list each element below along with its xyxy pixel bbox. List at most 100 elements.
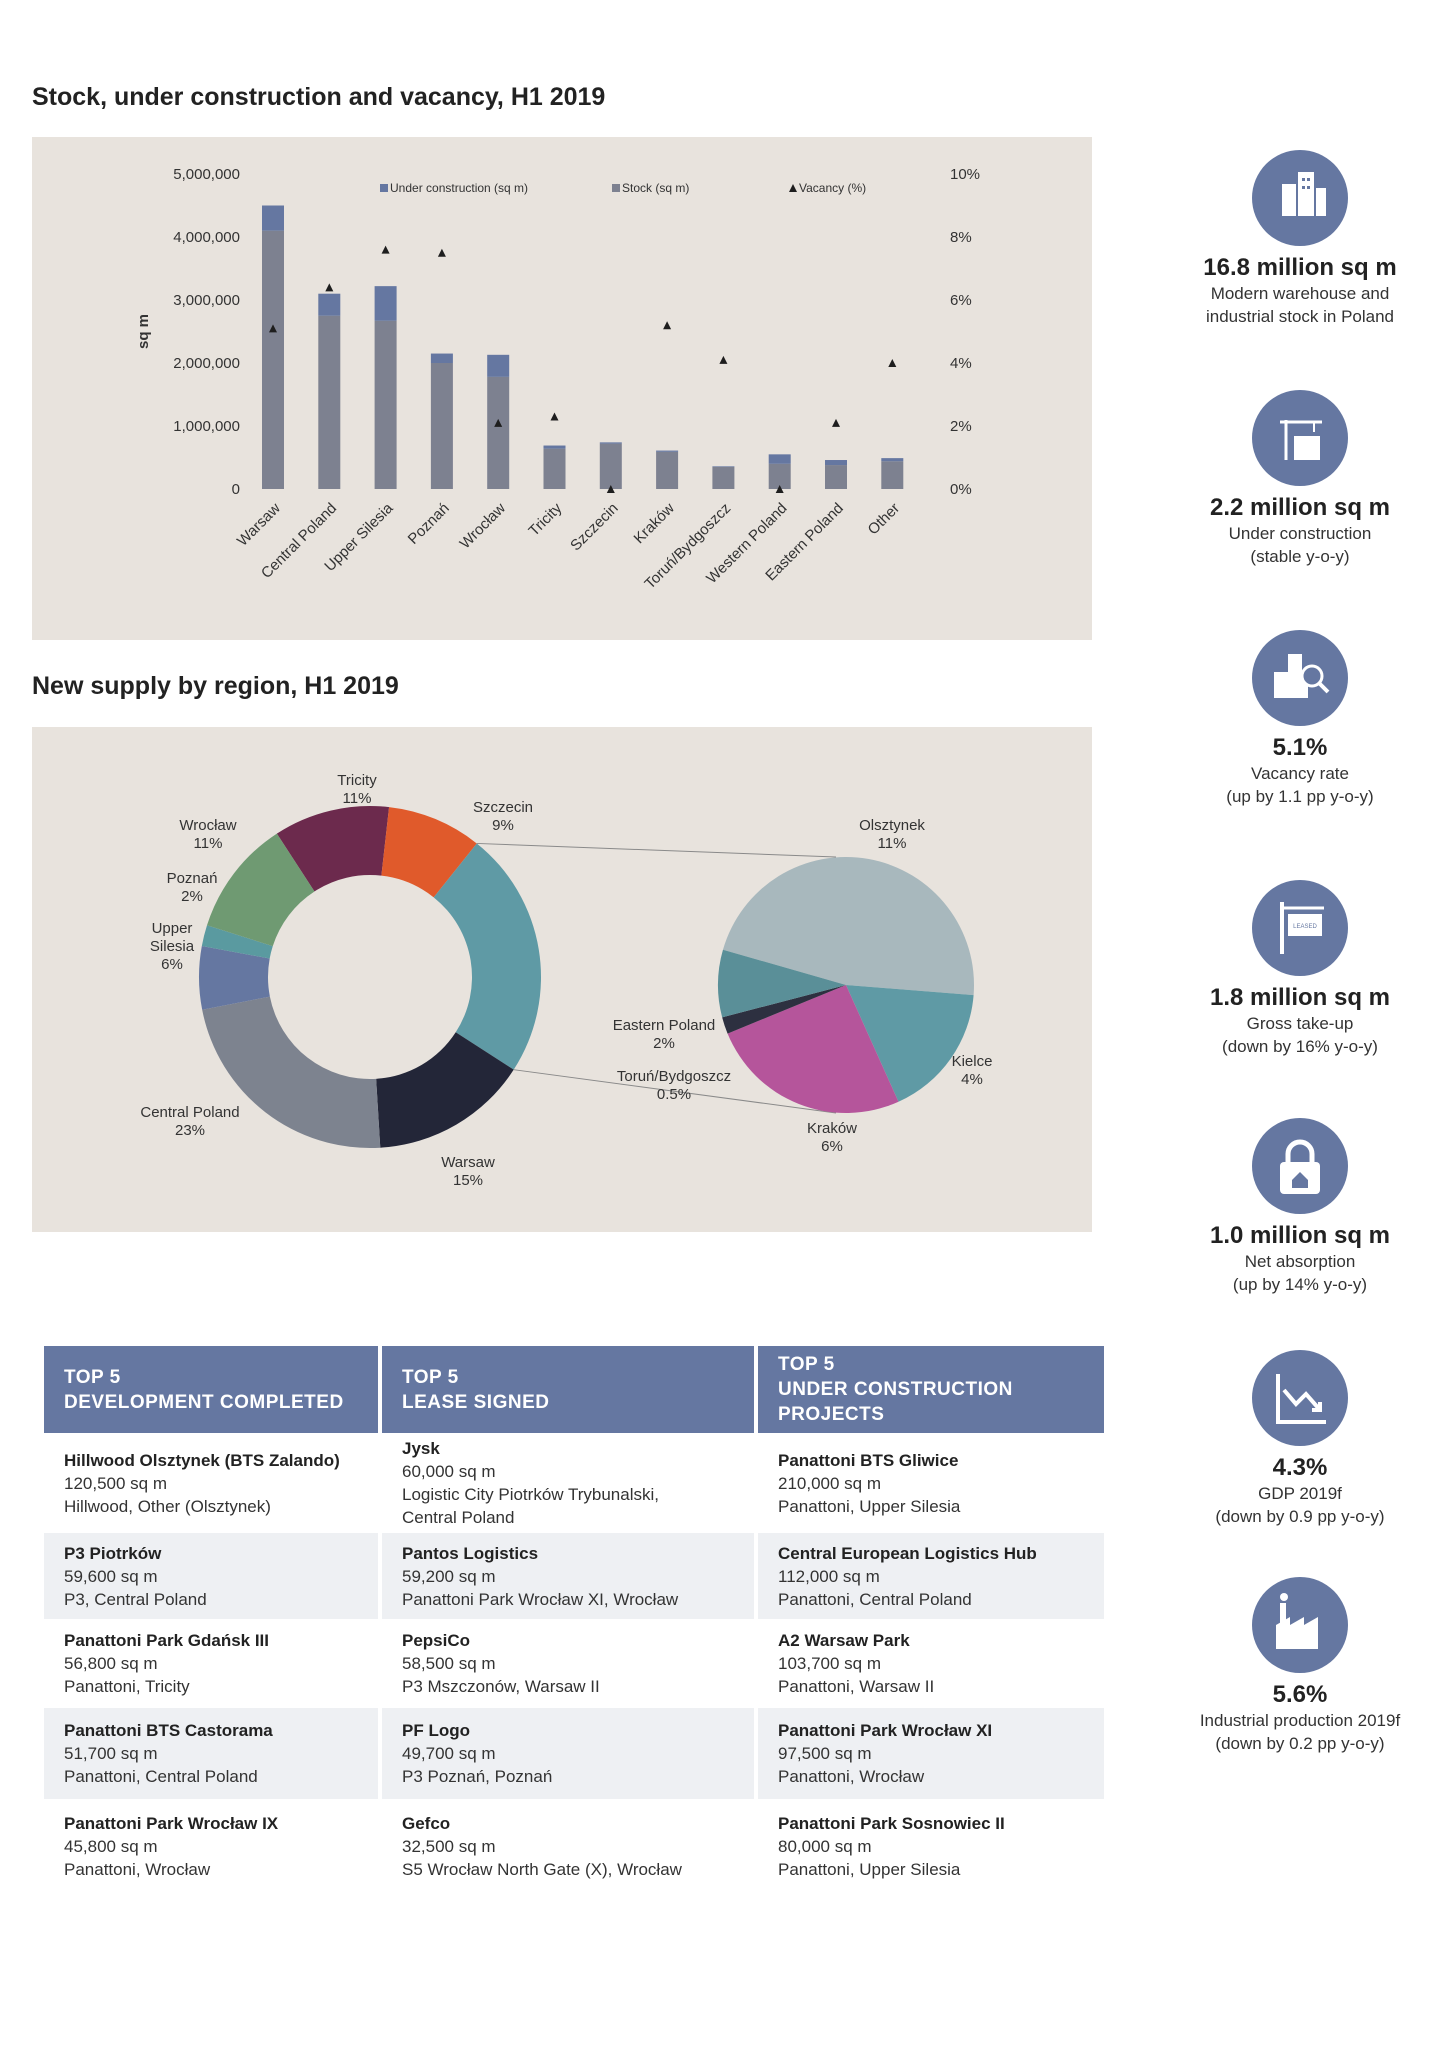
legend-swatch [789, 184, 797, 192]
vacancy-marker [606, 485, 615, 493]
breakdown-value-label: 0.5% [657, 1086, 691, 1103]
key-figure-description: (down by 16% y-o-y) [1222, 1037, 1378, 1056]
breakdown-slice-toru-bydgoszcz [722, 985, 846, 1034]
bar-stock [543, 448, 566, 489]
project-name: Panattoni Park Sosnowiec II [778, 1814, 1005, 1833]
project-detail: Panattoni, Central Poland [64, 1767, 258, 1786]
slice-value-label: 11% [343, 790, 372, 807]
legend-label: Stock (sq m) [622, 181, 689, 195]
bar-group-5 [543, 445, 566, 489]
table-cell: Panattoni Park Wrocław XI 97,500 sq m Pana… [758, 1708, 1104, 1799]
x-tick-label: Kraków [631, 500, 679, 548]
pie-slice-tricity [276, 806, 390, 892]
y2-tick-label: 4% [950, 355, 972, 372]
project-name: PepsiCo [402, 1631, 471, 1650]
legend-swatch [612, 184, 620, 192]
table-row: P3 Piotrków 59,600 sq m P3, Central Poland… [44, 1533, 1104, 1619]
bar-under-construction [599, 442, 622, 444]
project-detail: 45,800 sq m [64, 1837, 158, 1856]
key-figure-value: 16.8 million sq m [1203, 254, 1397, 281]
project-detail: 32,500 sq m [402, 1837, 496, 1856]
bar-group-2 [374, 286, 397, 489]
table-body: Hillwood Olsztynek (BTS Zalando) 120,500 … [44, 1433, 1104, 1894]
project-name: Pantos Logistics [402, 1543, 539, 1563]
bar-group-8 [712, 466, 735, 489]
project-detail: Hillwood, Other (Olsztynek) [64, 1496, 271, 1516]
project-name: Hillwood Olsztynek (BTS Zalando) [64, 1450, 340, 1470]
project-detail: 59,600 sq m [64, 1566, 158, 1586]
header-development-completed: TOP 5 DEVELOPMENT COMPLETED [44, 1346, 378, 1433]
table-row: Hillwood Olsztynek (BTS Zalando) 120,500 … [44, 1433, 1104, 1533]
connector-line [513, 1069, 837, 1114]
key-figure-description: industrial stock in Poland [1205, 307, 1395, 326]
bar-stock [881, 461, 904, 489]
bar-group-3 [430, 353, 453, 489]
bar-stock [374, 320, 397, 489]
project-name: Panattoni Park Wrocław IX [64, 1814, 279, 1833]
project-name: A2 Warsaw Park [778, 1631, 910, 1650]
key-figure-description: Vacancy rate [1251, 764, 1349, 783]
project-detail: P3, Central Poland [64, 1589, 207, 1609]
legend-label: Vacancy (%) [799, 181, 866, 195]
project-detail: Logistic City Piotrków Trybunalski, [402, 1485, 659, 1504]
x-tick-label: Tricity [525, 499, 565, 539]
slice-label: Poznań [167, 870, 218, 887]
x-tick-label: Warsaw [234, 500, 284, 550]
key-figure: 5.6% Industrial production 2019f (down by … [1160, 1577, 1440, 1755]
project-detail: 49,700 sq m [402, 1744, 496, 1763]
vacancy-marker [719, 355, 728, 364]
slice-value-label: 23% [175, 1122, 205, 1139]
bar-stock [656, 451, 679, 489]
key-figure-value: 2.2 million sq m [1209, 494, 1391, 521]
key-figure-description: Modern warehouse and [1210, 284, 1390, 303]
project-name: Gefco [402, 1814, 451, 1833]
project-name: Jysk [402, 1439, 440, 1458]
project-detail: 120,500 sq m [64, 1473, 168, 1493]
y-tick-label: 4,000,000 [173, 229, 240, 246]
table-cell: Panattoni Park Sosnowiec II 80,000 sq m Pa… [758, 1799, 1104, 1894]
breakdown-value-label: 11% [878, 835, 907, 852]
breakdown-label: Toruń/Bydgoszcz [617, 1068, 731, 1085]
vacancy-marker [550, 412, 559, 421]
project-name: P3 Piotrków [64, 1543, 162, 1563]
leased-sign-text: LEASED [1293, 924, 1317, 930]
key-figure-description: GDP 2019f [1258, 1484, 1342, 1503]
pie-slice-pozna- [201, 925, 273, 959]
table-cell: Central European Logistics Hub 112,000 sq… [758, 1533, 1104, 1619]
x-tick-label: Other [865, 500, 904, 539]
slice-label: Upper [152, 920, 193, 937]
bar-chart-title: Stock, under construction and vacancy, H… [32, 83, 606, 111]
slice-label: Warsaw [441, 1154, 495, 1171]
key-figure-value: 5.1% [1272, 734, 1328, 761]
bar-under-construction [543, 445, 566, 449]
key-figure-value: 1.0 million sq m [1209, 1222, 1391, 1249]
bar-stock [825, 465, 847, 489]
vacancy-marker [775, 485, 784, 493]
y2-tick-label: 2% [950, 418, 972, 435]
pie-slice-central-poland [202, 996, 381, 1148]
vacancy-marker [494, 418, 503, 427]
project-detail: Panattoni, Tricity [64, 1677, 190, 1696]
y-tick-label: 3,000,000 [173, 292, 240, 309]
connector-line [476, 842, 837, 858]
breakdown-value-label: 4% [961, 1071, 983, 1088]
legend-swatch [380, 184, 388, 192]
pie-slice-szczecin [381, 807, 477, 898]
table-cell: Gefco 32,500 sq m S5 Wrocław North Gate (X… [382, 1799, 754, 1894]
table-cell: PepsiCo 58,500 sq m P3 Mszczonów, Warsaw I… [382, 1619, 754, 1708]
vacancy-marker [325, 283, 334, 292]
key-figure: 5.1% Vacancy rate (up by 1.1 pp y-o-y) [1160, 630, 1440, 808]
pie-slice-warsaw [376, 1032, 514, 1148]
bar-under-construction [825, 460, 847, 466]
project-name: Panattoni Park Wrocław XI [778, 1721, 993, 1740]
vacancy-marker [663, 321, 672, 330]
bar-stock [487, 376, 510, 489]
slice-value-label: 9% [492, 817, 514, 834]
table-cell: Jysk 60,000 sq m Logistic City Piotrków Tr… [382, 1433, 754, 1533]
project-detail: 59,200 sq m [402, 1566, 496, 1586]
table-header: TOP 5 DEVELOPMENT COMPLETED TOP 5 LEASE SI… [44, 1346, 1104, 1433]
project-detail: 58,500 sq m [402, 1654, 496, 1673]
bar-stock [318, 315, 341, 489]
project-detail: Panattoni, Upper Silesia [778, 1860, 961, 1879]
y2-tick-label: 8% [950, 229, 972, 246]
